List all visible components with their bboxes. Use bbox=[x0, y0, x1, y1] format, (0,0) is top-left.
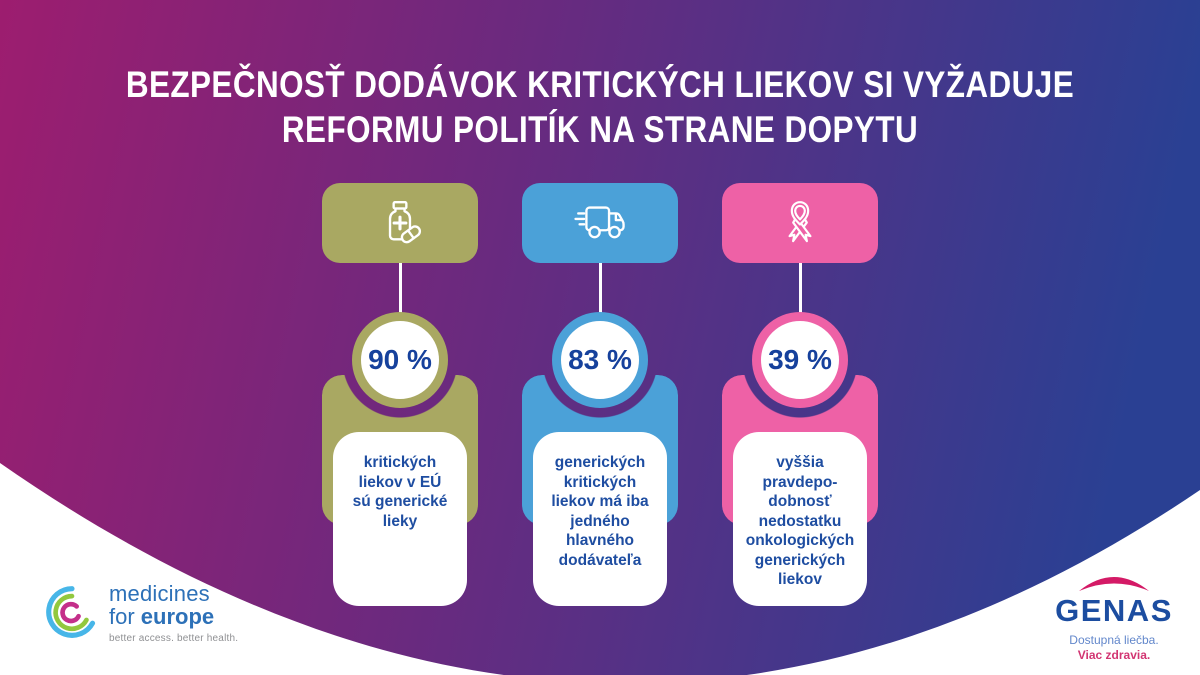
stat-circle: 39 % bbox=[752, 312, 848, 408]
title-line-2: REFORMU POLITÍK NA STRANE DOPYTU bbox=[281, 109, 919, 151]
connector-line bbox=[398, 263, 402, 313]
icon-card bbox=[722, 183, 878, 263]
icon-card bbox=[322, 183, 478, 263]
mfe-word-medicines: medicines bbox=[109, 581, 210, 606]
connector-line bbox=[598, 263, 602, 313]
connector-line bbox=[798, 263, 802, 313]
awareness-ribbon-icon bbox=[788, 201, 812, 243]
stat-value: 83 % bbox=[568, 344, 632, 375]
genas-arc-icon bbox=[1079, 577, 1149, 591]
stat-description-card: vyššia pravdepo- dobnosť nedostatku onko… bbox=[733, 432, 867, 606]
page-title: BEZPEČNOSŤ DODÁVOK KRITICKÝCH LIEKOV SI … bbox=[0, 62, 1200, 152]
genas-tagline-1: Dostupná liečba. bbox=[1069, 632, 1159, 647]
genas-logo: GENAS Dostupná liečba. Viac zdravia. bbox=[1040, 570, 1188, 662]
stat-description-card: kritických liekov v EÚ sú generické liek… bbox=[333, 432, 467, 606]
genas-tagline-2: Viac zdravia. bbox=[1077, 647, 1151, 662]
stat-description: generických kritických liekov má iba jed… bbox=[551, 454, 649, 569]
delivery-truck-icon bbox=[574, 206, 625, 239]
stat-column-generics: 90 % kritických liekov v EÚ sú generické… bbox=[322, 183, 478, 623]
stat-value: 39 % bbox=[768, 344, 832, 375]
mfe-word-europe: europe bbox=[140, 604, 215, 629]
stat-description-card: generických kritických liekov má iba jed… bbox=[533, 432, 667, 606]
stat-description: vyššia pravdepo- dobnosť nedostatku onko… bbox=[745, 454, 855, 589]
medicines-for-europe-wordmark: medicines for europe better access. bett… bbox=[109, 581, 239, 645]
mfe-word-for-europe: for europe bbox=[109, 606, 238, 628]
stat-circle: 90 % bbox=[352, 312, 448, 408]
medicines-for-europe-mark-icon bbox=[46, 586, 96, 638]
mfe-tagline: better access. better health. bbox=[109, 633, 239, 644]
stat-description: kritických liekov v EÚ sú generické liek… bbox=[352, 454, 448, 530]
medicines-for-europe-logo: medicines for europe better access. bett… bbox=[44, 583, 238, 644]
stat-value: 90 % bbox=[368, 344, 432, 375]
genas-wordmark: GENAS bbox=[1055, 593, 1173, 628]
stat-column-oncology: 39 % vyššia pravdepo- dobnosť nedostatku… bbox=[722, 183, 878, 623]
icon-card bbox=[522, 183, 678, 263]
title-line-1: BEZPEČNOSŤ DODÁVOK KRITICKÝCH LIEKOV SI … bbox=[125, 64, 1075, 105]
stat-column-supplier: 83 % generických kritických liekov má ib… bbox=[522, 183, 678, 623]
stat-circle: 83 % bbox=[552, 312, 648, 408]
medicine-bottle-icon bbox=[388, 200, 422, 244]
mfe-word-for: for bbox=[109, 604, 141, 629]
